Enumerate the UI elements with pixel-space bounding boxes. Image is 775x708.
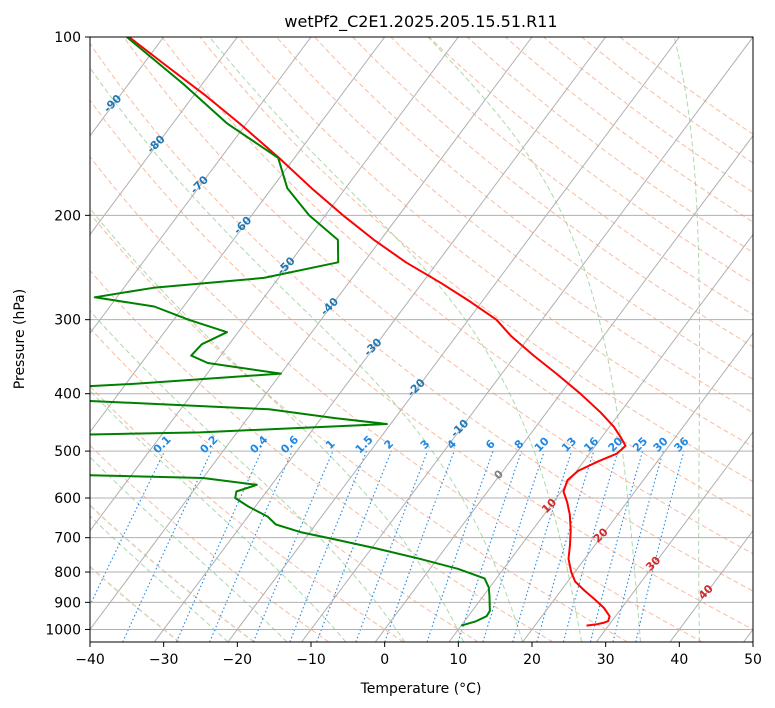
y-tick-label: 200	[54, 208, 81, 224]
dry-adiabat-line	[90, 42, 753, 592]
x-tick-label: 50	[744, 652, 762, 668]
isotherms	[90, 37, 753, 642]
y-tick-label: 100	[54, 30, 81, 46]
y-axis-label: Pressure (hPa)	[12, 289, 28, 389]
moist-adiabats	[90, 37, 700, 642]
x-tick-label: 0	[380, 652, 389, 668]
mixing-ratio-line	[426, 450, 494, 642]
temperature-profile-line	[128, 37, 627, 627]
moist-adiabat-line	[90, 310, 406, 642]
mixing-ratio-line	[252, 450, 334, 642]
isotherm-line	[227, 37, 680, 642]
dry-adiabat-line	[90, 155, 703, 642]
mixing-ratio-line	[209, 450, 293, 642]
x-tick-label: −20	[223, 652, 253, 668]
mixing-ratio-line	[90, 450, 166, 607]
plot-area: 0.10.20.40.611.52346810131620253036-100-…	[90, 37, 753, 642]
mixing-ratio-line	[635, 450, 685, 642]
dry-adiabat-line	[123, 37, 753, 555]
mixing-ratio-line	[562, 450, 619, 642]
moist-adiabat-line	[427, 37, 641, 642]
x-tick-label: 10	[449, 652, 467, 668]
x-tick-label: −30	[149, 652, 179, 668]
isotherm-line	[90, 37, 459, 532]
dry-adiabat-line	[90, 99, 753, 630]
dry-adiabat-line	[90, 504, 255, 642]
x-tick-label: 20	[523, 652, 541, 668]
moist-adiabat-line	[90, 66, 524, 642]
y-tick-label: 700	[54, 531, 81, 547]
plot-frame	[89, 36, 754, 643]
dry-adiabat-line	[505, 37, 753, 223]
isotherm-line	[522, 332, 753, 642]
isotherm-line	[669, 529, 753, 642]
mixing-ratio-line	[512, 450, 573, 642]
dry-adiabat-line	[428, 37, 753, 284]
isotherm-line	[301, 37, 753, 642]
isotherm-line	[90, 37, 238, 236]
x-tick-label: −40	[75, 652, 105, 668]
isotherm-line	[595, 431, 753, 642]
y-tick-label: 400	[54, 387, 81, 403]
y-tick-label: 800	[54, 565, 81, 581]
mixing-ratio-line	[457, 450, 523, 642]
x-axis-ticks: −40 −30 −20 −10 0 10 20 30 40 50	[75, 642, 762, 668]
dewpoint-profile-line	[90, 37, 491, 627]
y-tick-label: 500	[54, 444, 81, 460]
moist-adiabat-line	[209, 37, 583, 642]
profile-lines	[90, 37, 627, 627]
isotherm-line	[90, 37, 386, 433]
isotherm-line	[374, 134, 753, 642]
dry-adiabat-line	[90, 212, 628, 642]
y-tick-label: 900	[54, 595, 81, 611]
dry-adiabat-line	[314, 37, 753, 380]
dry-adiabat-line	[161, 37, 753, 518]
dry-adiabat-line	[90, 269, 554, 642]
isotherm-line	[153, 37, 607, 642]
mixing-ratio-line	[612, 450, 664, 642]
moist-adiabat-line	[673, 37, 700, 642]
mixing-ratio-lines	[90, 450, 685, 642]
y-tick-label: 1000	[45, 622, 81, 638]
mixing-ratio-line	[589, 450, 644, 642]
y-axis-ticks: 100 200 300 400 500 600 700 800 900 1000	[45, 30, 90, 638]
x-tick-label: 30	[597, 652, 615, 668]
mixing-ratio-line	[482, 450, 545, 642]
isotherm-line	[90, 37, 312, 335]
isobars	[90, 37, 753, 630]
dry-adiabats	[90, 37, 753, 642]
dry-adiabat-line	[581, 37, 753, 164]
chart-title: wetPf2_C2E1.2025.205.15.51.R11	[284, 12, 557, 32]
moist-adiabat-line	[90, 456, 288, 642]
moist-adiabat-line	[90, 207, 465, 642]
isotherm-line	[90, 37, 533, 631]
dry-adiabat-line	[276, 37, 753, 414]
dry-adiabat-line	[352, 37, 753, 348]
y-tick-label: 300	[54, 313, 81, 329]
mixing-ratio-line	[175, 450, 262, 642]
y-tick-label: 600	[54, 491, 81, 507]
x-axis-label: Temperature (°C)	[360, 681, 482, 697]
mixing-ratio-line	[122, 450, 212, 642]
x-tick-label: −10	[296, 652, 326, 668]
x-tick-label: 40	[670, 652, 688, 668]
moist-adiabat-line	[90, 389, 347, 642]
isotherm-line	[448, 233, 753, 642]
mixing-ratio-line	[384, 450, 455, 642]
